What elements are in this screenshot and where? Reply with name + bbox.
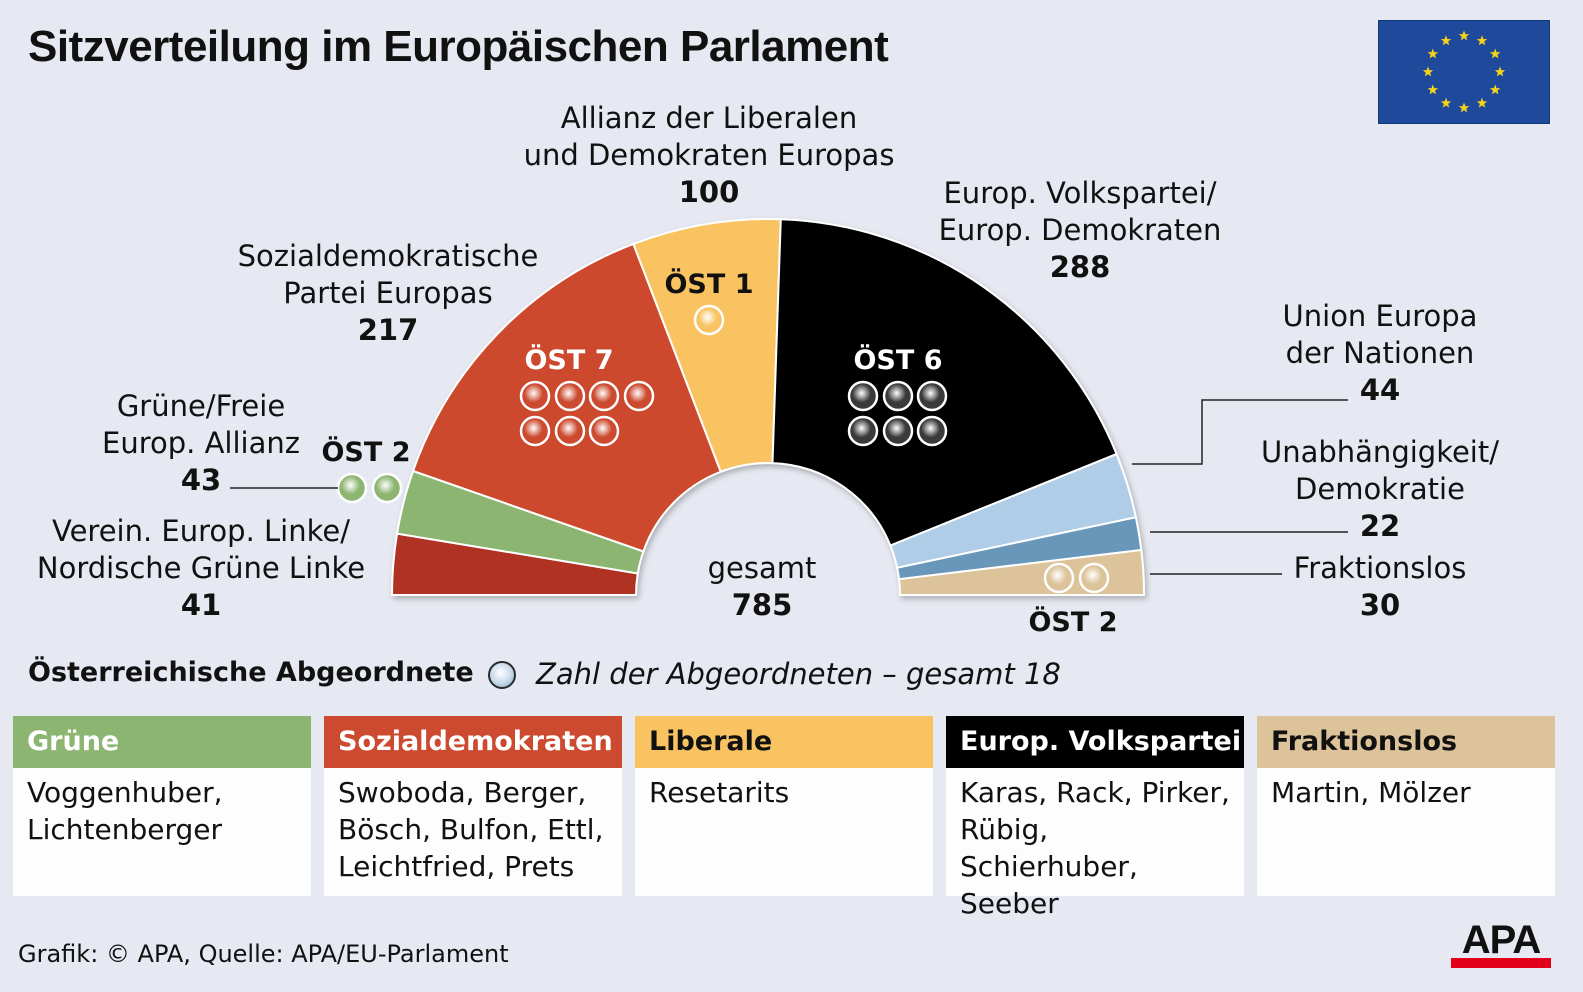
leader-line <box>1132 399 1348 465</box>
seat-count: 22 <box>1360 509 1400 543</box>
hemicycle-chart: ÖST 2 ÖST 7 ÖST 1 ÖST 6 ÖST 2 Verein. Europ. … <box>37 101 1499 638</box>
mep-dot <box>588 415 620 447</box>
page-title: Sitzverteilung im Europäischen Parlament <box>28 22 889 71</box>
group-name: Europ. Allianz <box>102 426 300 460</box>
ost-label: ÖST 7 <box>524 343 613 376</box>
total-value: 785 <box>732 588 793 622</box>
card-members: Martin, Mölzer <box>1271 776 1471 809</box>
mep-dot <box>1078 562 1110 594</box>
card-sozialdemokraten: Sozialdemokraten Swoboda, Berger, Bösch,… <box>324 716 622 896</box>
legend-title: Österreichische Abgeordnete <box>28 657 474 688</box>
seat-count: 288 <box>1050 250 1111 284</box>
seat-count: 217 <box>358 313 419 347</box>
apa-logo-text: APA <box>1461 918 1541 962</box>
group-name: Europ. Demokraten <box>939 213 1222 247</box>
card-fraktionslos: Fraktionslos Martin, Mölzer <box>1257 716 1555 896</box>
group-name: Allianz der Liberalen <box>561 101 857 135</box>
total-label: gesamt <box>708 551 817 585</box>
mep-dot <box>847 380 879 412</box>
apa-logo: APA <box>1451 918 1551 970</box>
group-name: Fraktionslos <box>1294 551 1467 585</box>
card-header: Fraktionslos <box>1257 716 1555 768</box>
card-members: Karas, Rack, Pirker, Rübig, Schierhuber,… <box>960 776 1230 920</box>
source-credit: Grafik: © APA, Quelle: APA/EU-Parlament <box>18 940 509 968</box>
mep-dot <box>847 415 879 447</box>
ost-label: ÖST 1 <box>664 267 753 300</box>
mep-dot <box>519 415 551 447</box>
card-gruene: Grüne Voggenhuber, Lichtenberger <box>13 716 311 896</box>
group-name: Verein. Europ. Linke/ <box>52 514 350 548</box>
group-name: Europ. Volkspartei/ <box>943 176 1216 210</box>
group-name: Union Europa <box>1283 299 1478 333</box>
mep-dot <box>1043 562 1075 594</box>
mep-dot <box>554 415 586 447</box>
legend-dot-icon <box>488 661 516 689</box>
group-name: Sozialdemokratische <box>238 239 539 273</box>
flag-star-icon <box>1427 48 1439 59</box>
card-members: Voggenhuber, Lichtenberger <box>27 776 223 846</box>
mep-dot <box>916 415 948 447</box>
flag-star-icon <box>1440 35 1452 46</box>
mep-dot <box>371 472 403 504</box>
card-liberale: Liberale Resetarits <box>635 716 933 896</box>
ost-label: ÖST 2 <box>1028 605 1117 638</box>
flag-star-icon <box>1476 97 1488 108</box>
ost-label: ÖST 6 <box>853 343 942 376</box>
seat-count: 43 <box>181 463 221 497</box>
flag-star-icon <box>1489 84 1501 95</box>
group-name: Grüne/Freie <box>117 389 285 423</box>
seat-segment-europ-volkspartei-europ-demokraten <box>771 218 1118 547</box>
apa-logo-bar <box>1451 958 1551 968</box>
seat-count: 44 <box>1360 373 1400 407</box>
seat-count: 41 <box>181 588 221 622</box>
seat-count: 30 <box>1360 588 1400 622</box>
flag-star-icon <box>1458 102 1470 113</box>
seat-count: 100 <box>679 175 740 209</box>
card-header: Sozialdemokraten <box>324 716 622 768</box>
flag-star-icon <box>1476 35 1488 46</box>
flag-star-icon <box>1427 84 1439 95</box>
group-name: Unabhängigkeit/ <box>1261 435 1499 469</box>
ost-label: ÖST 2 <box>321 435 410 468</box>
eu-flag-icon <box>1378 20 1550 124</box>
flag-star-icon <box>1458 30 1470 41</box>
mep-dot <box>916 380 948 412</box>
mep-dot <box>882 380 914 412</box>
group-name: der Nationen <box>1286 336 1475 370</box>
card-header: Europ. Volkspartei <box>946 716 1244 768</box>
flag-star-icon <box>1440 97 1452 108</box>
flag-star-icon <box>1494 66 1506 77</box>
card-header: Grüne <box>13 716 311 768</box>
group-name: Partei Europas <box>283 276 492 310</box>
legend-note: Zahl der Abgeordneten – gesamt 18 <box>536 657 1061 691</box>
mep-dot <box>336 472 368 504</box>
card-volkspartei: Europ. Volkspartei Karas, Rack, Pirker, … <box>946 716 1244 920</box>
mep-dot <box>623 380 655 412</box>
flag-star-icon <box>1489 48 1501 59</box>
mep-dot <box>693 304 725 336</box>
card-members: Swoboda, Berger, Bösch, Bulfon, Ettl, Le… <box>338 776 604 883</box>
group-name: Nordische Grüne Linke <box>37 551 365 585</box>
group-name: Demokratie <box>1295 472 1465 506</box>
card-header: Liberale <box>635 716 933 768</box>
flag-star-icon <box>1422 66 1434 77</box>
card-members: Resetarits <box>649 776 790 809</box>
mep-dot <box>588 380 620 412</box>
mep-dot <box>882 415 914 447</box>
mep-dot <box>554 380 586 412</box>
group-name: und Demokraten Europas <box>524 138 895 172</box>
mep-dot <box>519 380 551 412</box>
